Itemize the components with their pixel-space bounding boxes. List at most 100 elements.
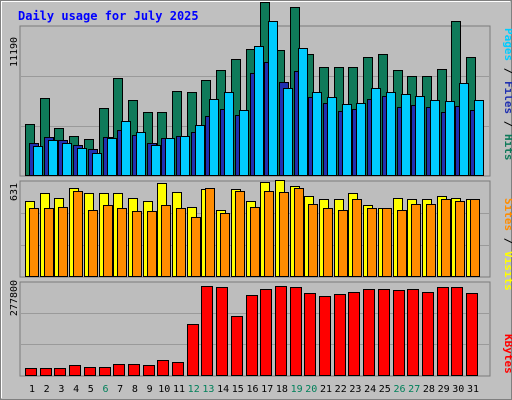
- bar-pages-day-27: [415, 96, 425, 176]
- panel-kbytes-max-label: 277800: [9, 280, 20, 316]
- x-tick-label-day-31: 31: [467, 384, 479, 395]
- bar-sites-day-23: [352, 199, 362, 277]
- bar-pages-day-1: [33, 146, 43, 176]
- x-tick-label-day-19: 19: [291, 384, 303, 395]
- bar-sites-day-1: [29, 208, 39, 277]
- bar-kbytes-day-17: [260, 289, 272, 376]
- bar-sites-day-13: [205, 188, 215, 277]
- chart-title: Daily usage for July 2025: [18, 9, 199, 23]
- bar-sites-day-21: [323, 208, 333, 277]
- legend-visits: Visits: [502, 251, 512, 291]
- bar-pages-day-11: [180, 136, 190, 176]
- bar-kbytes-day-19: [290, 287, 302, 376]
- bar-kbytes-day-21: [319, 296, 331, 376]
- legend-files: Files: [502, 81, 512, 114]
- bar-pages-day-15: [239, 110, 249, 176]
- bar-sites-day-10: [161, 205, 171, 277]
- bar-pages-day-14: [224, 92, 234, 176]
- bar-pages-day-31: [474, 100, 484, 176]
- x-tick-label-day-17: 17: [261, 384, 273, 395]
- x-tick-label-day-15: 15: [232, 384, 244, 395]
- bar-sites-day-18: [279, 192, 289, 277]
- bar-kbytes-day-22: [334, 294, 346, 376]
- panel-visits-max-label: 631: [9, 183, 20, 201]
- bar-sites-day-19: [294, 188, 304, 277]
- x-tick-label-day-28: 28: [423, 384, 435, 395]
- bar-sites-day-17: [264, 191, 274, 277]
- bar-kbytes-day-3: [54, 368, 66, 376]
- x-tick-label-day-11: 11: [173, 384, 185, 395]
- bar-sites-day-15: [235, 191, 245, 277]
- legend-kbytes-panel: KBytes: [502, 334, 512, 374]
- bar-kbytes-day-7: [113, 364, 125, 376]
- x-tick-label-day-20: 20: [305, 384, 317, 395]
- bar-kbytes-day-8: [128, 364, 140, 376]
- bar-sites-day-29: [441, 199, 451, 277]
- bar-sites-day-14: [220, 213, 230, 277]
- bar-pages-day-5: [92, 153, 102, 176]
- x-tick-label-day-5: 5: [88, 384, 94, 395]
- legend-visits-panel: Sites / Visits: [502, 198, 512, 291]
- bar-sites-day-6: [103, 205, 113, 277]
- bar-pages-day-4: [77, 148, 87, 176]
- legend-hits: Hits: [502, 134, 512, 161]
- bar-pages-day-21: [327, 97, 337, 176]
- x-tick-label-day-1: 1: [29, 384, 35, 395]
- legend-sites: Sites: [502, 198, 512, 231]
- bar-pages-day-28: [430, 100, 440, 176]
- bar-kbytes-day-12: [187, 324, 199, 376]
- bar-pages-day-10: [165, 138, 175, 176]
- bar-kbytes-day-30: [451, 287, 463, 376]
- bar-kbytes-day-26: [393, 290, 405, 376]
- x-tick-label-day-21: 21: [320, 384, 332, 395]
- x-tick-label-day-7: 7: [117, 384, 123, 395]
- x-tick-label-day-25: 25: [379, 384, 391, 395]
- bar-sites-day-24: [367, 208, 377, 277]
- bar-pages-day-25: [386, 92, 396, 176]
- x-axis-labels: 1 2 3 4 5 6 7 8 9 10 11 12 13 14 15 16 17 18 19 20 21 22 23 24 2…: [29, 384, 479, 395]
- bar-kbytes-day-18: [275, 286, 287, 376]
- x-tick-label-day-22: 22: [335, 384, 347, 395]
- bar-kbytes-day-9: [143, 365, 155, 376]
- bar-kbytes-day-23: [348, 292, 360, 376]
- bar-sites-day-12: [191, 217, 201, 277]
- bar-pages-day-20: [312, 92, 322, 176]
- x-tick-label-day-6: 6: [102, 384, 108, 395]
- bar-kbytes-day-1: [25, 368, 37, 376]
- bar-pages-day-26: [401, 94, 411, 176]
- bar-pages-day-22: [342, 104, 352, 176]
- x-tick-label-day-4: 4: [73, 384, 79, 395]
- bar-pages-day-16: [254, 46, 264, 176]
- bar-sites-day-8: [132, 211, 142, 277]
- bar-sites-day-9: [147, 211, 157, 277]
- bar-kbytes-day-25: [378, 289, 390, 376]
- bar-pages-day-23: [356, 103, 366, 176]
- bar-sites-day-26: [397, 210, 407, 277]
- bar-kbytes-day-29: [437, 287, 449, 376]
- x-tick-label-day-30: 30: [452, 384, 464, 395]
- bar-pages-day-2: [48, 140, 58, 176]
- x-tick-label-day-27: 27: [408, 384, 420, 395]
- bar-kbytes-day-28: [422, 292, 434, 376]
- bar-kbytes-day-27: [407, 289, 419, 376]
- bar-sites-day-11: [176, 208, 186, 277]
- bar-pages-day-18: [283, 88, 293, 176]
- x-tick-label-day-26: 26: [393, 384, 405, 395]
- x-tick-label-day-23: 23: [349, 384, 361, 395]
- bar-kbytes-day-31: [466, 293, 478, 376]
- bar-pages-day-12: [195, 125, 205, 176]
- x-tick-label-day-14: 14: [217, 384, 229, 395]
- bar-pages-day-9: [151, 145, 161, 176]
- bar-sites-day-28: [426, 204, 436, 277]
- x-tick-label-day-24: 24: [364, 384, 376, 395]
- bar-pages-day-6: [107, 138, 117, 176]
- legend-pages: Pages: [502, 28, 512, 61]
- bar-kbytes-day-2: [40, 368, 52, 376]
- bar-kbytes-day-6: [99, 367, 111, 376]
- bar-pages-day-3: [62, 143, 72, 176]
- bar-kbytes-day-4: [69, 365, 81, 376]
- x-tick-label-day-3: 3: [58, 384, 64, 395]
- chart-bars: [25, 2, 484, 376]
- x-tick-label-day-12: 12: [188, 384, 200, 395]
- bar-sites-day-16: [250, 207, 260, 277]
